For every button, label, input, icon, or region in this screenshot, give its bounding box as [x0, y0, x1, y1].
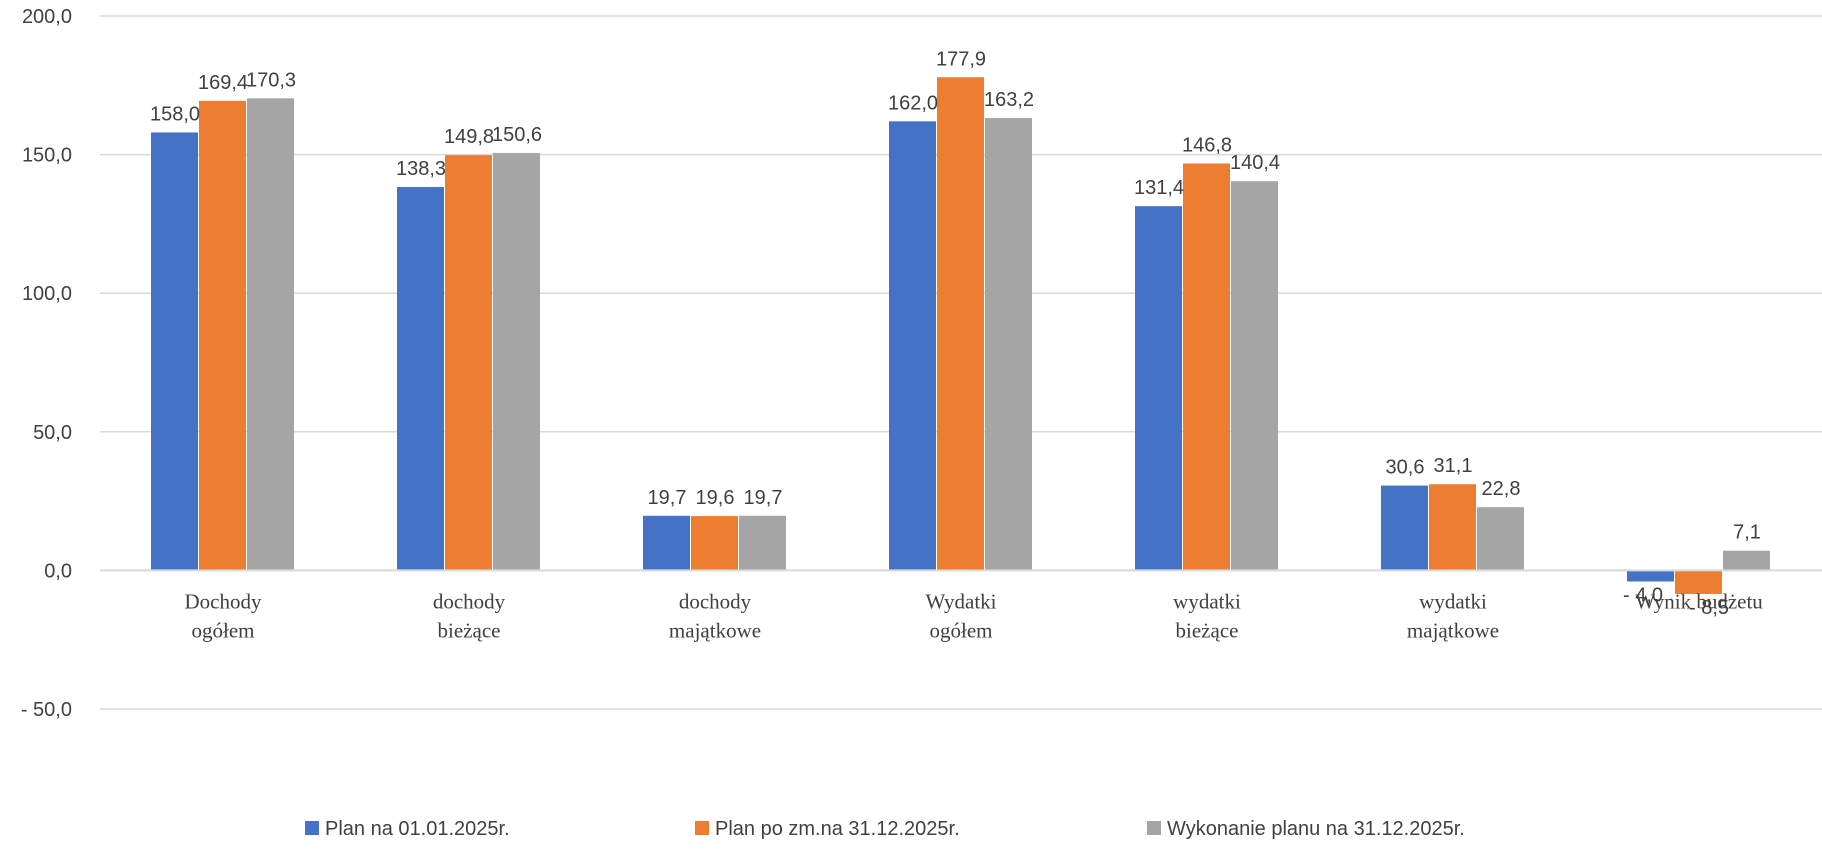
data-label: 158,0 [150, 103, 200, 125]
data-label: 150,6 [492, 124, 542, 146]
bar [1675, 570, 1722, 594]
category-label: ogółem [192, 618, 255, 642]
bars [151, 77, 1770, 594]
bar [445, 155, 492, 571]
category-label: wydatki [1419, 589, 1487, 613]
data-label: 19,6 [696, 487, 735, 509]
data-label: 177,9 [936, 48, 986, 70]
legend-label: Wykonanie planu na 31.12.2025r. [1167, 818, 1465, 840]
legend-label: Plan po zm.na 31.12.2025r. [715, 818, 960, 840]
bar [985, 118, 1032, 571]
category-label: dochody [679, 589, 752, 613]
data-labels: 158,0 138,3 19,7 162,0 131,4 30,6 - 4,0 169,4 14… [150, 48, 1761, 619]
category-label: Wynik budżetu [1635, 589, 1763, 613]
y-tick-label: - 50,0 [21, 699, 72, 721]
category-labels: Dochody ogółem dochody bieżące dochody majątk… [185, 589, 1764, 642]
bar [397, 187, 444, 571]
category-label: Wydatki [925, 589, 996, 613]
data-label: 19,7 [648, 487, 687, 509]
bar [1183, 163, 1230, 571]
legend-swatch [1147, 821, 1161, 835]
y-tick-label: 50,0 [33, 422, 72, 444]
data-label: 22,8 [1482, 478, 1521, 500]
bar [1381, 485, 1428, 571]
data-label: 19,7 [744, 487, 783, 509]
bar [1723, 550, 1770, 571]
data-label: 163,2 [984, 89, 1034, 111]
data-label: 140,4 [1230, 152, 1280, 174]
data-label: 31,1 [1434, 455, 1473, 477]
bar [247, 98, 294, 571]
y-axis-ticks: 200,0 150,0 100,0 50,0 0,0 - 50,0 [21, 6, 72, 721]
category-label: bieżące [438, 618, 501, 642]
bar [1627, 570, 1674, 582]
y-tick-label: 0,0 [44, 560, 72, 582]
data-label: 7,1 [1733, 522, 1761, 544]
category-label: bieżące [1176, 618, 1239, 642]
bar [691, 516, 738, 571]
bar [937, 77, 984, 571]
bar [739, 515, 786, 571]
bar [889, 121, 936, 571]
bar [1135, 206, 1182, 571]
data-label: - 4,0 [1623, 584, 1663, 606]
category-label: ogółem [930, 618, 993, 642]
y-tick-label: 100,0 [22, 283, 72, 305]
category-label: Dochody [185, 589, 262, 613]
bar [199, 100, 246, 571]
legend: Plan na 01.01.2025r. Plan po zm.na 31.12.… [305, 818, 1465, 840]
data-label: 162,0 [888, 92, 938, 114]
y-tick-label: 200,0 [22, 6, 72, 28]
bar [151, 132, 198, 571]
data-label: 170,3 [246, 69, 296, 91]
category-label: dochody [433, 589, 506, 613]
legend-swatch [305, 821, 319, 835]
bar [643, 515, 690, 571]
legend-swatch [695, 821, 709, 835]
data-label: - 8,5 [1689, 597, 1729, 619]
bar [1429, 484, 1476, 571]
data-label: 131,4 [1134, 177, 1184, 199]
data-label: 149,8 [444, 126, 494, 148]
category-label: wydatki [1173, 589, 1241, 613]
data-label: 146,8 [1182, 134, 1232, 156]
data-label: 30,6 [1386, 457, 1425, 479]
y-tick-label: 150,0 [22, 145, 72, 167]
data-label: 138,3 [396, 158, 446, 180]
data-label: 169,4 [198, 72, 248, 94]
category-label: majątkowe [1407, 618, 1499, 642]
category-label: majątkowe [669, 618, 761, 642]
bar [493, 152, 540, 571]
bar [1231, 181, 1278, 571]
legend-label: Plan na 01.01.2025r. [325, 818, 510, 840]
bar [1477, 507, 1524, 571]
